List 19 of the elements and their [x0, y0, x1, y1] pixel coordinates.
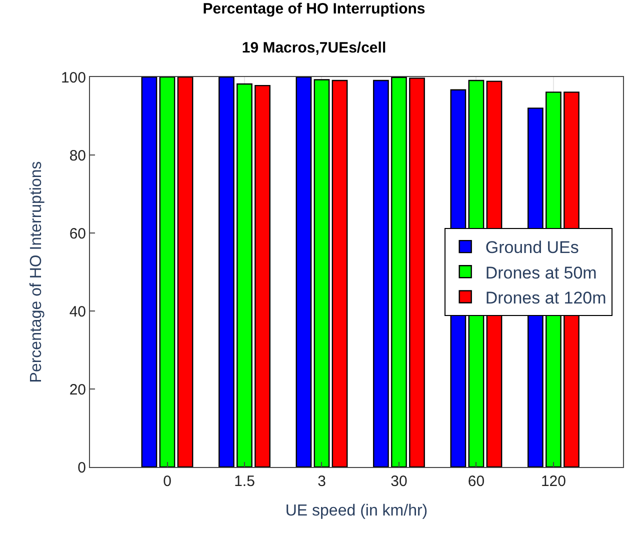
- y-tick-label: 80: [69, 147, 86, 164]
- y-tick-label: 60: [69, 225, 86, 242]
- x-tick-label: 3: [318, 473, 326, 490]
- x-axis-title: UE speed (in km/hr): [285, 502, 428, 520]
- legend-label: Drones at 120m: [485, 288, 606, 308]
- y-tick-label: 100: [60, 69, 86, 86]
- y-axis-title: Percentage of HO Interruptions: [28, 161, 45, 383]
- x-tick-label: 120: [540, 473, 566, 490]
- y-tick-label: 0: [78, 459, 86, 476]
- legend-label: Ground UEs: [485, 238, 579, 258]
- x-tick-label: 60: [468, 473, 485, 490]
- y-tick-label: 40: [69, 303, 86, 320]
- y-tick-label: 20: [69, 381, 86, 398]
- chart-title: Percentage of HO Interruptions: [202, 0, 426, 18]
- legend-label: Drones at 50m: [485, 263, 597, 282]
- x-tick-label: 0: [163, 473, 172, 490]
- chart-subtitle: 19 Macros,7UEs/cell: [242, 40, 386, 57]
- x-tick-label: 1.5: [234, 473, 255, 490]
- x-tick-label: 30: [390, 473, 408, 490]
